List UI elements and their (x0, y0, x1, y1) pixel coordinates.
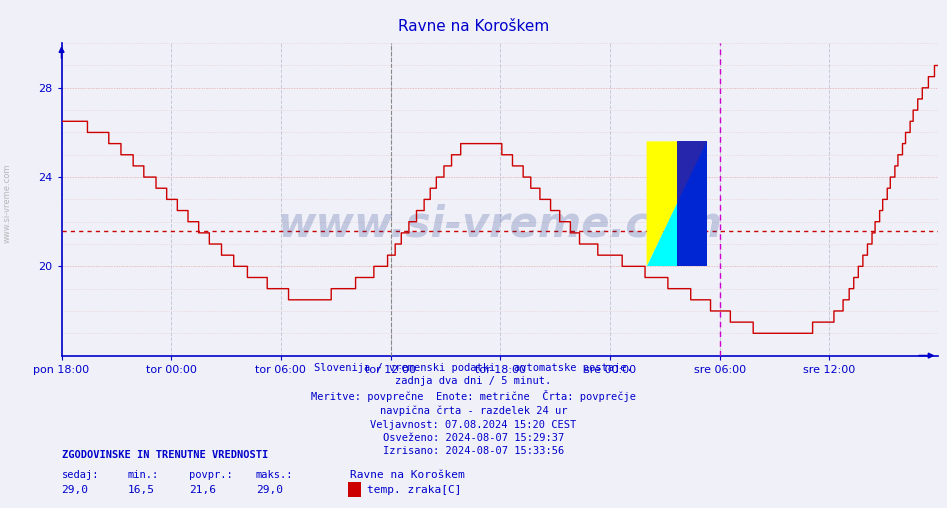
Text: sedaj:: sedaj: (62, 470, 99, 480)
Text: 16,5: 16,5 (128, 485, 155, 495)
Text: Ravne na Koroškem: Ravne na Koroškem (398, 19, 549, 34)
Text: Slovenija / vremenski podatki - avtomatske postaje.
zadnja dva dni / 5 minut.
Me: Slovenija / vremenski podatki - avtomats… (311, 363, 636, 456)
Text: ZGODOVINSKE IN TRENUTNE VREDNOSTI: ZGODOVINSKE IN TRENUTNE VREDNOSTI (62, 450, 268, 460)
Text: 21,6: 21,6 (189, 485, 217, 495)
Text: maks.:: maks.: (256, 470, 294, 480)
Polygon shape (647, 141, 707, 266)
Text: 29,0: 29,0 (256, 485, 283, 495)
Text: povpr.:: povpr.: (189, 470, 233, 480)
Polygon shape (677, 141, 707, 266)
Text: www.si-vreme.com: www.si-vreme.com (277, 203, 722, 245)
Text: www.si-vreme.com: www.si-vreme.com (3, 164, 12, 243)
Polygon shape (647, 141, 707, 266)
Text: 29,0: 29,0 (62, 485, 89, 495)
Text: Ravne na Koroškem: Ravne na Koroškem (350, 470, 465, 480)
Text: temp. zraka[C]: temp. zraka[C] (367, 485, 462, 495)
Text: min.:: min.: (128, 470, 159, 480)
